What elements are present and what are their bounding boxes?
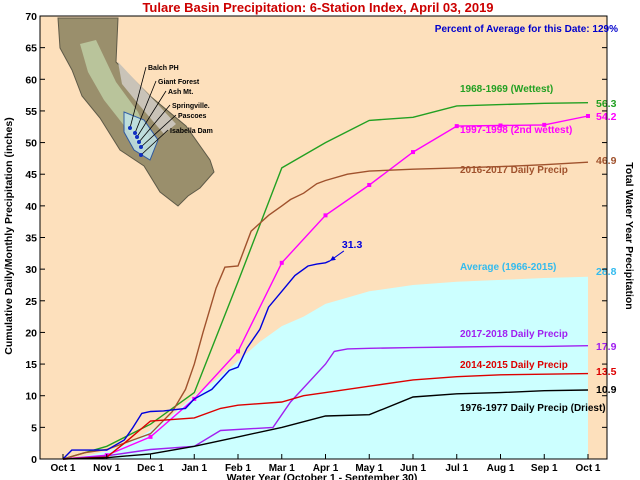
series-point [586, 113, 590, 118]
station-leader [138, 104, 171, 143]
y-tick-label: 5 [31, 422, 37, 434]
station-label: Isabella Dam [170, 128, 213, 135]
station-labels: Balch PH Giant Forest Ash Mt. Springville. P… [128, 65, 213, 157]
y-tick-label: 70 [25, 11, 37, 23]
y-tick-label: 55 [25, 106, 37, 118]
x-tick-label: Oct 1 [575, 463, 600, 474]
series-point [498, 123, 503, 128]
series-point [411, 150, 415, 155]
station-marker [135, 135, 139, 139]
station-leader [134, 80, 157, 134]
y-tick-label: 10 [25, 391, 37, 403]
x-tick-label: May 1 [355, 463, 383, 474]
station-marker [139, 153, 143, 157]
series-line-2 [62, 161, 589, 460]
total-label-6: 10.9 [596, 384, 617, 396]
y-tick-label: 65 [25, 43, 37, 55]
total-labels: 56.354.2 46.9 31.3 17.9 13.5 10.9 28.8 [342, 98, 617, 396]
series-point [367, 182, 372, 187]
sierra-nevada-shape [118, 62, 176, 134]
y-tick-label: 30 [25, 264, 37, 276]
y-axis-label-right: Total Water Year Precipitation [623, 162, 635, 309]
y-tick-label: 15 [25, 359, 37, 371]
x-tick-label: Jun 1 [400, 463, 427, 474]
x-axis-label: Water Year (October 1 - September 30) [227, 472, 418, 480]
series-label-0: 1968-1969 (Wettest) [460, 84, 553, 95]
y-axis: 0 5 10 15 20 25 30 35 40 45 50 55 60 65 70 [25, 11, 607, 466]
series-line-5 [62, 372, 589, 460]
series-label-5: 2014-2015 Daily Precip [460, 360, 568, 371]
station-marker [137, 140, 141, 144]
y-tick-label: 45 [25, 169, 37, 181]
series-point [236, 349, 240, 354]
x-tick-label: Feb 1 [225, 463, 252, 474]
series-label-2: 2016-2017 Daily Precip [460, 165, 568, 176]
y-tick-label: 0 [31, 454, 37, 466]
series-line-0 [62, 102, 589, 460]
total-label-0: 56.3 [596, 98, 617, 110]
series-lines [62, 102, 590, 460]
series-point [454, 124, 459, 129]
total-label-5: 13.5 [596, 366, 617, 378]
station-leader [136, 90, 167, 138]
y-tick-label: 20 [25, 327, 37, 339]
station-label: Ash Mt. [168, 89, 193, 96]
y-tick-label: 60 [25, 74, 37, 86]
series-point [148, 434, 153, 439]
y-tick-label: 35 [25, 233, 37, 245]
average-area [63, 276, 588, 459]
station-marker [128, 126, 132, 130]
chart-subtitle: Percent of Average for this Date: 129% [435, 24, 618, 35]
station-marker [133, 131, 137, 135]
y-tick-label: 50 [25, 138, 37, 150]
x-axis: Oct 1 Nov 1 Dec 1 Jan 1 Feb 1 Mar 1 Apr 1 May 1… [50, 454, 601, 474]
series-point [542, 122, 547, 127]
y-axis-label: Cumulative Daily/Monthly Precipitation (… [3, 117, 15, 354]
x-tick-label: Jul 1 [445, 463, 468, 474]
series-line-6 [62, 389, 589, 460]
y-tick-label: 25 [25, 296, 37, 308]
x-tick-label: Mar 1 [269, 463, 296, 474]
map-inset [57, 17, 215, 207]
x-tick-label: Sep 1 [531, 463, 558, 474]
total-label-2: 46.9 [596, 155, 617, 167]
series-label-1: 1997-1998 (2nd wettest) [460, 125, 572, 136]
series-labels: 1968-1969 (Wettest) 1997-1998 (2nd wettes… [460, 84, 606, 414]
x-tick-label: Apr 1 [313, 463, 339, 474]
x-tick-label: Aug 1 [487, 463, 515, 474]
series-label-4: 2017-2018 Daily Precip [460, 329, 568, 340]
x-tick-label: Jan 1 [181, 463, 207, 474]
x-tick-label: Dec 1 [137, 463, 164, 474]
x-tick-label: Nov 1 [93, 463, 121, 474]
total-label-4: 17.9 [596, 341, 617, 353]
station-leader [140, 114, 177, 148]
x-tick-label: Oct 1 [50, 463, 75, 474]
series-label-6: 1976-1977 Daily Precip (Driest) [460, 403, 606, 414]
station-label: Balch PH [148, 65, 179, 72]
average-total-label: 28.8 [596, 266, 617, 278]
series-point [323, 213, 328, 218]
tulare-basin-outline [123, 111, 159, 161]
chart-title: Tulare Basin Precipitation: 6-Station In… [142, 0, 493, 15]
current-arrow-head [329, 255, 336, 261]
y-tick-label: 40 [25, 201, 37, 213]
station-marker [139, 145, 143, 149]
station-label: Giant Forest [158, 79, 200, 86]
series-line-3 [62, 260, 331, 460]
station-leader [140, 129, 169, 156]
station-leader [129, 66, 147, 129]
total-label-1: 54.2 [596, 111, 617, 123]
current-total-label: 31.3 [342, 239, 363, 251]
station-label: Pascoes [178, 113, 207, 120]
series-point [279, 260, 284, 265]
series-line-4 [62, 345, 589, 460]
station-label: Springville. [172, 103, 210, 110]
average-label: Average (1966-2015) [460, 262, 556, 273]
